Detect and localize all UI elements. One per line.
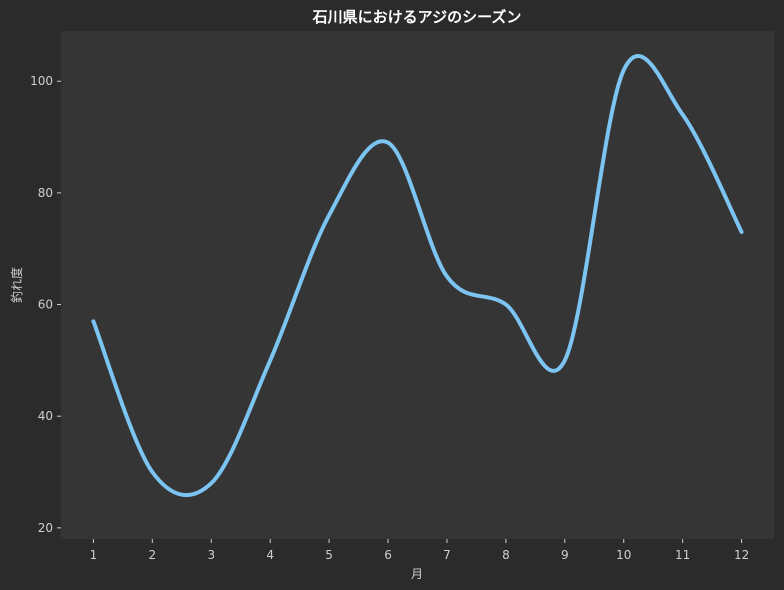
y-tick-label: 20 (38, 521, 53, 535)
y-tick-label: 100 (30, 74, 53, 88)
y-tick-label: 60 (38, 298, 53, 312)
series-line (91, 54, 744, 498)
y-tick-label: 40 (38, 409, 53, 423)
x-tick-label: 12 (734, 548, 749, 562)
x-tick-label: 8 (502, 548, 510, 562)
chart-title: 石川県におけるアジのシーズン (312, 8, 522, 26)
x-tick-label: 11 (675, 548, 690, 562)
x-tick-label: 1 (90, 548, 98, 562)
x-tick-label: 2 (149, 548, 157, 562)
x-tick-label: 9 (561, 548, 569, 562)
x-tick-label: 5 (325, 548, 333, 562)
y-tick-label: 80 (38, 186, 53, 200)
x-tick-label: 10 (616, 548, 631, 562)
plot-background (61, 31, 774, 539)
x-tick-label: 6 (384, 548, 392, 562)
series-layer (91, 54, 744, 498)
y-axis-label: 釣れ度 (9, 267, 24, 303)
y-axis-ticks: 20 40 60 80 100 (30, 74, 61, 535)
x-axis-ticks: 1 2 3 4 5 6 7 8 9 10 11 12 (90, 539, 749, 562)
x-tick-label: 7 (443, 548, 451, 562)
x-axis-label: 月 (411, 567, 423, 581)
x-tick-label: 3 (207, 548, 215, 562)
x-tick-label: 4 (266, 548, 274, 562)
